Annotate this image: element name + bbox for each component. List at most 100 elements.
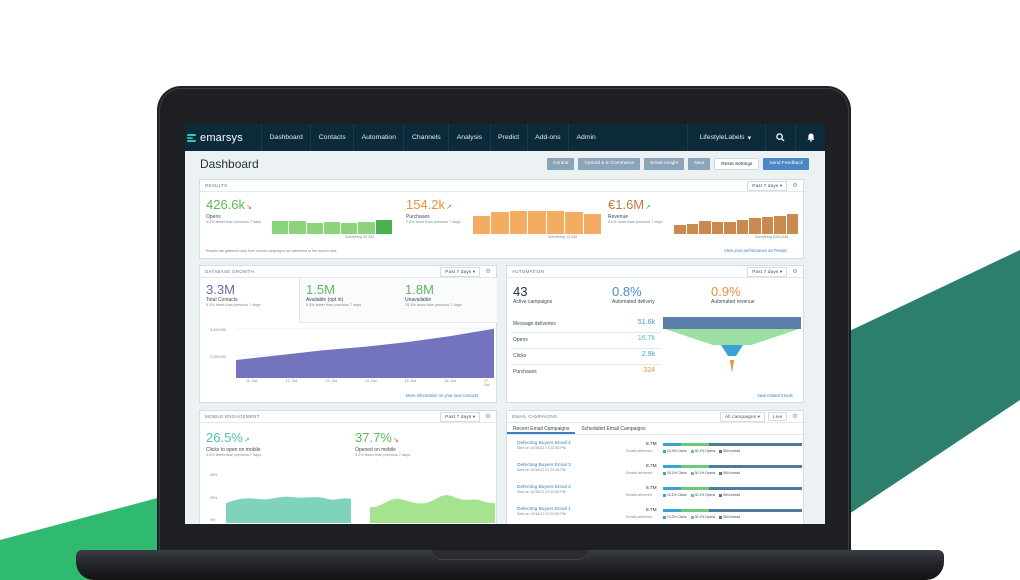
revenue-note: Something €263,648 bbox=[755, 235, 789, 239]
campaign-name[interactable]: Defecting Buyers Email 4 bbox=[517, 441, 571, 446]
total-contacts-tab[interactable]: 3.3M Total Contacts 5.1% more than previ… bbox=[200, 278, 300, 323]
legend-unread: Still unread bbox=[719, 493, 740, 497]
settings-icon[interactable]: ⚙ bbox=[485, 269, 491, 275]
settings-icon[interactable]: ⚙ bbox=[792, 183, 798, 189]
app-screen: emarsys Dashboard Contacts Automation Ch… bbox=[185, 124, 825, 524]
funnel-deliveries-bar bbox=[663, 317, 801, 329]
nav-contacts[interactable]: Contacts bbox=[310, 124, 353, 151]
revenue-value: €1.6M bbox=[608, 197, 645, 212]
account-menu[interactable]: LifestyleLabels ▾ bbox=[686, 124, 765, 151]
x-tick-label: 16. Oct bbox=[444, 379, 456, 383]
funnel-value: 324 bbox=[643, 367, 655, 374]
bar bbox=[546, 211, 565, 234]
funnel-label: Purchases bbox=[513, 369, 537, 375]
settings-icon[interactable]: ⚙ bbox=[792, 269, 798, 275]
legend-opens: 30.1% Opens bbox=[690, 515, 715, 519]
tab-recent-campaigns[interactable]: Recent Email Campaigns bbox=[507, 423, 576, 434]
mobile-clicks-label: Clicks to open on mobile bbox=[206, 447, 261, 453]
campaign-legend: 10.4% Clicks 30.1% Opens Still unread bbox=[663, 449, 740, 453]
brand-logo[interactable]: emarsys bbox=[185, 132, 261, 144]
campaign-view-select[interactable]: Live bbox=[768, 412, 788, 421]
mobile-period-select[interactable]: Past 7 days ▾ bbox=[440, 411, 481, 422]
opens-comparison: 4.2% fewer than previous 7 days bbox=[206, 220, 262, 224]
bar bbox=[358, 222, 375, 234]
automation-period-select[interactable]: Past 7 days ▾ bbox=[747, 266, 788, 277]
bar bbox=[528, 211, 546, 234]
mobile-opened-kpi: 37.7%↘ Opened on mobile 3.2% fewer than … bbox=[355, 429, 410, 458]
tab-scheduled-campaigns[interactable]: Scheduled Email Campaigns bbox=[581, 426, 646, 432]
search-button[interactable] bbox=[765, 124, 795, 151]
nav-analysis[interactable]: Analysis bbox=[448, 124, 489, 151]
campaign-legend: 15.1% Clicks 30.1% Opens Still unread bbox=[663, 471, 740, 475]
central-ecommerce-button[interactable]: Central & E-Commerce bbox=[578, 158, 641, 170]
reset-settings-button[interactable]: Reset Settings bbox=[714, 158, 760, 170]
campaign-row[interactable]: Defecting Buyers Email 3 Sent on 10/18/1… bbox=[517, 463, 802, 484]
database-growth-title: DATABASE GROWTH bbox=[205, 269, 255, 274]
bar bbox=[711, 222, 723, 234]
total-contacts-area bbox=[236, 328, 494, 378]
database-growth-x-axis: 11. Oct 12. Oct 13. Oct 14. Oct 15. Oct 16. O… bbox=[236, 379, 494, 387]
settings-icon[interactable]: ⚙ bbox=[792, 414, 798, 420]
bar bbox=[289, 220, 306, 234]
funnel-row-deliveries: Message deliveries 51.6k bbox=[511, 317, 661, 333]
nav-predict[interactable]: Predict bbox=[489, 124, 527, 151]
unavailable-comparison: 15.3% more than previous 7 days bbox=[405, 303, 462, 307]
x-tick-label: 15. Oct bbox=[404, 379, 417, 383]
campaign-engagement-bar bbox=[663, 509, 802, 512]
x-tick-label: 17. Oct bbox=[484, 379, 490, 387]
nav-add-ons[interactable]: Add-ons bbox=[526, 124, 568, 151]
campaign-filter-select[interactable]: All campaigns ▾ bbox=[719, 411, 766, 422]
automation-card: AUTOMATION Past 7 days ▾ ⚙ 43 Active cam… bbox=[506, 265, 804, 403]
legend-opens: 30.1% Opens bbox=[690, 449, 715, 453]
available-tab[interactable]: 1.5M Available (opt in) 9.5% fewer than … bbox=[300, 278, 399, 323]
bar bbox=[341, 223, 358, 234]
campaign-engagement-bar bbox=[663, 465, 802, 468]
legend-unread-text: Still unread bbox=[723, 515, 741, 519]
legend-unread: Still unread bbox=[719, 515, 740, 519]
automation-header: AUTOMATION Past 7 days ▾ ⚙ bbox=[507, 266, 803, 278]
campaign-delivered-value: 8.7M bbox=[646, 442, 657, 447]
mobile-y-tick-0: 0% bbox=[210, 518, 216, 522]
related-trends-link[interactable]: View related trends bbox=[757, 393, 793, 398]
arrow-up-icon: ↗ bbox=[243, 437, 250, 444]
legend-clicks-text: 15.1% Clicks bbox=[667, 471, 687, 475]
campaign-name[interactable]: Defecting Buyers Email 1 bbox=[517, 507, 571, 512]
nav-admin[interactable]: Admin bbox=[568, 124, 603, 151]
notifications-button[interactable] bbox=[795, 124, 825, 151]
send-feedback-button[interactable]: Send Feedback bbox=[763, 158, 809, 170]
central-button[interactable]: Central bbox=[546, 158, 575, 170]
purchases-label: Purchases bbox=[406, 214, 430, 220]
funnel-purchases-shape bbox=[730, 360, 734, 373]
results-period-select[interactable]: Past 7 days ▾ bbox=[747, 180, 788, 191]
database-growth-card: DATABASE GROWTH Past 7 days ▾ ⚙ 3.3M Tot… bbox=[199, 265, 497, 403]
x-tick-label: 14. Oct bbox=[365, 379, 377, 383]
campaign-row[interactable]: Defecting Buyers Email 1 Sent on 10/18/1… bbox=[517, 507, 802, 524]
nav-automation[interactable]: Automation bbox=[353, 124, 403, 151]
results-card: RESULTS Past 7 days ▾ ⚙ 426.6k↘ Opens 4.… bbox=[199, 179, 804, 259]
next-button[interactable]: Next bbox=[688, 158, 711, 170]
nav-dashboard[interactable]: Dashboard bbox=[261, 124, 310, 151]
automation-title: AUTOMATION bbox=[512, 269, 545, 274]
unavailable-tab[interactable]: 1.8M Unavailable 15.3% more than previou… bbox=[399, 278, 497, 323]
available-label: Available (opt in) bbox=[306, 297, 344, 303]
arrow-down-icon: ↘ bbox=[392, 437, 399, 444]
campaign-name[interactable]: Defecting Buyers Email 3 bbox=[517, 463, 571, 468]
arrow-down-icon: ↘ bbox=[246, 204, 252, 211]
bar bbox=[491, 211, 509, 234]
campaign-sent-date: Sent on 10/18/12 07:22:55 PM bbox=[517, 468, 566, 472]
legend-clicks-text: 10.2% Clicks bbox=[667, 515, 687, 519]
nav-channels[interactable]: Channels bbox=[403, 124, 448, 151]
purchases-note: Something 13,438 bbox=[548, 235, 578, 239]
bar bbox=[724, 222, 736, 234]
campaign-row[interactable]: Defecting Buyers Email 2 Sent on 10/18/1… bbox=[517, 485, 802, 506]
new-contacts-link[interactable]: More information on your new contacts bbox=[406, 393, 479, 398]
db-period-select[interactable]: Past 7 days ▾ bbox=[440, 266, 481, 277]
settings-icon[interactable]: ⚙ bbox=[485, 414, 491, 420]
purchases-kpi: 154.2k↗ Purchases 7.5% more than previou… bbox=[406, 196, 466, 225]
campaign-name[interactable]: Defecting Buyers Email 2 bbox=[517, 485, 571, 490]
arrow-up-icon: ↗ bbox=[446, 204, 452, 211]
smart-insight-button[interactable]: Smart Insight bbox=[644, 158, 685, 170]
campaign-row[interactable]: Defecting Buyers Email 4 Sent on 10/18/1… bbox=[517, 441, 802, 462]
results-trends-link[interactable]: View your performance as Trends bbox=[724, 248, 787, 253]
campaign-delivered-label: Emails delivered bbox=[626, 493, 652, 497]
